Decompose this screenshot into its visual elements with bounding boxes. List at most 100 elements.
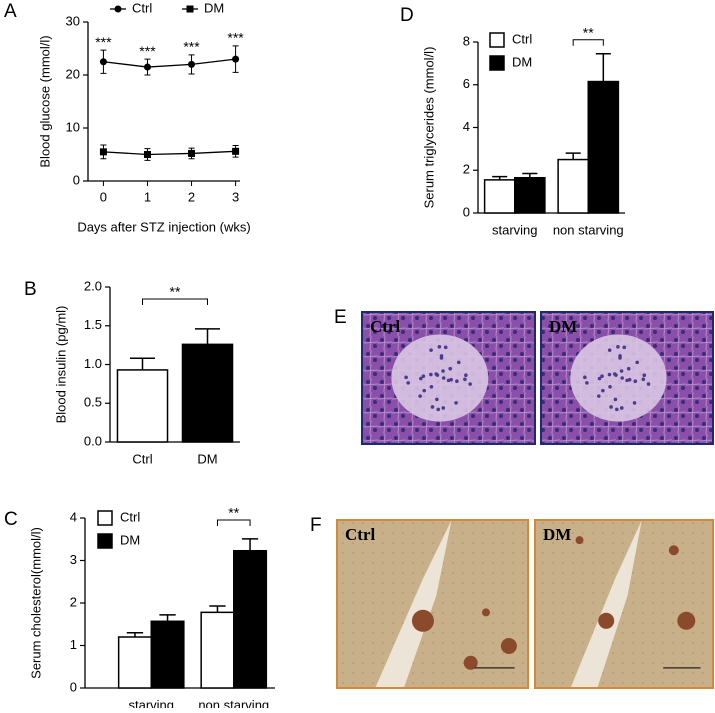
nucleus (615, 407, 619, 412)
stained-islet (481, 608, 490, 617)
significance-label: *** (227, 30, 244, 46)
bar (557, 158, 589, 214)
bar (483, 179, 516, 214)
nucleus (434, 372, 439, 376)
nucleus (632, 401, 637, 405)
nucleus (406, 381, 410, 385)
marker (143, 63, 151, 71)
nucleus (612, 372, 617, 376)
nucleus (622, 345, 627, 350)
y-tick-label: 2 (463, 162, 470, 177)
stained-islet (411, 609, 434, 632)
nucleus (448, 366, 453, 371)
nucleus (600, 374, 604, 378)
bar (116, 369, 169, 443)
panel-letter: F (310, 515, 322, 536)
bar (181, 343, 234, 443)
nucleus (430, 405, 435, 409)
legend-label: Ctrl (512, 31, 532, 46)
frame (540, 311, 714, 445)
micrograph (336, 519, 529, 689)
error-bar (194, 328, 221, 345)
legend-swatch (489, 32, 505, 48)
micrograph (534, 519, 714, 689)
nucleus (619, 406, 624, 410)
nucleus (418, 394, 422, 398)
frame (336, 519, 529, 689)
x-axis-label: Days after STZ injection (wks) (77, 219, 250, 234)
image-label: DM (543, 525, 571, 544)
y-axis-label: Serum triglycerides (mmol/l) (421, 47, 436, 209)
significance-label: ** (170, 284, 181, 300)
panel-letter: C (4, 509, 18, 530)
y-tick-label: 2 (70, 594, 77, 609)
y-tick-label: 3 (70, 552, 77, 567)
nucleus (619, 369, 624, 373)
y-tick-label: 0.0 (84, 433, 102, 448)
nucleus (435, 397, 439, 402)
error-bar (565, 152, 581, 160)
x-tick-label: starving (492, 222, 538, 237)
nucleus (436, 407, 441, 412)
y-tick-label: 4 (463, 119, 470, 134)
significance-label: *** (139, 43, 156, 59)
panel-letter: D (400, 5, 414, 26)
y-tick-label: 4 (70, 509, 77, 524)
x-tick-label: 3 (232, 189, 239, 204)
nucleus (404, 375, 408, 380)
nucleus (626, 366, 631, 371)
y-axis-label: Blood glucose (mmol/l) (37, 35, 52, 167)
nucleus (429, 372, 433, 377)
stained-islet (677, 611, 696, 630)
stained-islet (575, 536, 584, 545)
error-bar (129, 357, 156, 370)
nucleus (463, 377, 467, 382)
y-tick-label: 10 (66, 119, 80, 134)
legend-label: DM (204, 0, 224, 15)
marker (188, 149, 196, 157)
islet (570, 334, 667, 422)
marker (232, 147, 240, 155)
nucleus (419, 376, 423, 381)
nucleus (616, 345, 620, 349)
significance-bracket (142, 298, 208, 305)
y-tick-label: 1.0 (84, 356, 102, 371)
bar (150, 620, 185, 689)
nucleus (620, 376, 624, 380)
legend-label: Ctrl (120, 509, 140, 524)
nucleus (627, 377, 632, 382)
nucleus (437, 345, 442, 349)
y-tick-label: 1 (70, 637, 77, 652)
x-tick-label: 1 (144, 189, 151, 204)
legend-label: DM (512, 54, 532, 69)
nucleus (441, 369, 445, 373)
panel-letter: B (24, 279, 37, 300)
marker (99, 58, 107, 66)
significance-label: *** (95, 34, 112, 50)
nucleus (635, 360, 639, 365)
x-tick-label: 0 (100, 189, 107, 204)
nucleus (429, 348, 433, 352)
nucleus (596, 394, 601, 398)
marker (99, 148, 107, 156)
nucleus (441, 406, 446, 410)
y-tick-label: 0 (70, 679, 77, 694)
nucleus (609, 405, 613, 409)
bar (117, 636, 152, 689)
nucleus (583, 375, 587, 380)
marker (232, 55, 240, 63)
y-axis-label: Blood insulin (pg/ml) (53, 306, 68, 424)
nucleus (633, 379, 638, 384)
legend-swatch (97, 510, 113, 526)
micrograph (540, 311, 714, 445)
legend-label: Ctrl (132, 0, 152, 15)
y-tick-label: 8 (463, 33, 470, 48)
marker (188, 60, 196, 68)
series-line (103, 58, 236, 68)
legend-swatch (97, 533, 113, 549)
stained-islet (668, 545, 679, 556)
image-label: Ctrl (370, 317, 400, 336)
frame (534, 519, 714, 689)
y-tick-label: 1.5 (84, 317, 102, 332)
